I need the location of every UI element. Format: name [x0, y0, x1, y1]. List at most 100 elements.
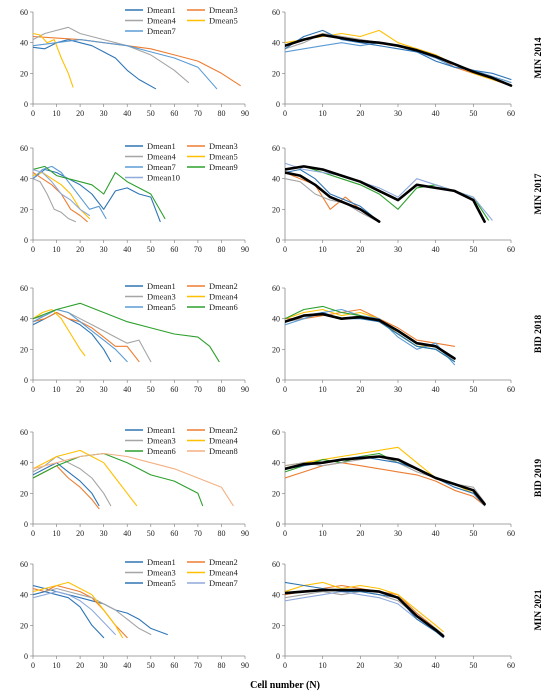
legend-entry-dmean1: Dmean1 [147, 281, 176, 291]
x-tick-label: 80 [217, 661, 225, 670]
x-tick-label: 90 [241, 385, 249, 394]
y-tick-label: 40 [20, 175, 28, 184]
legend-entry-dmean3: Dmean3 [147, 292, 176, 302]
series-line-dmean5 [33, 308, 128, 363]
x-tick-label: 30 [100, 245, 108, 254]
legend-entry-dmean3: Dmean3 [209, 141, 238, 151]
x-tick-label: 30 [100, 529, 108, 538]
x-tick-label: 70 [194, 109, 202, 118]
series-group [33, 581, 168, 639]
y-tick-label: 40 [20, 591, 28, 600]
x-tick-label: 0 [283, 661, 287, 670]
y-tick-label: 20 [20, 69, 28, 78]
y-tick-label: 0 [276, 100, 280, 109]
x-tick-label: 70 [194, 385, 202, 394]
x-tick-label: 10 [53, 529, 61, 538]
x-tick-label: 40 [123, 109, 131, 118]
x-tick-label: 40 [432, 385, 440, 394]
legend-entry-dmean2: Dmean2 [209, 557, 238, 567]
series-line-dmean8 [33, 452, 234, 507]
x-tick-label: 0 [31, 109, 35, 118]
series-line-dmean3 [33, 587, 152, 636]
y-tick-label: 0 [276, 520, 280, 529]
x-tick-label: 70 [194, 661, 202, 670]
series-line-dmean1 [33, 39, 157, 90]
y-tick-label: 0 [276, 236, 280, 245]
legend-entry-dmean5: Dmean5 [209, 152, 238, 162]
y-tick-label: 20 [272, 205, 280, 214]
y-tick-label: 0 [276, 652, 280, 661]
series-line-unnamed-2 [285, 591, 444, 636]
chart-panel-7: 0 20 40 60 0 10 20 30 40 50 60 [272, 428, 515, 538]
series-line-dmean4 [33, 308, 86, 357]
x-tick-label: 90 [241, 109, 249, 118]
y-tick-label: 60 [272, 560, 280, 569]
x-tick-label: 20 [356, 245, 364, 254]
row-label: BID 2019 [534, 459, 544, 498]
x-axis-title: Cell number (N) [250, 680, 320, 691]
x-tick-label: 70 [194, 245, 202, 254]
y-tick-label: 20 [272, 69, 280, 78]
chart-panel-9: 0 20 40 60 0 10 20 30 40 50 60 [272, 560, 515, 670]
legend-entry-dmean7: Dmean7 [147, 26, 176, 36]
y-tick-label: 60 [20, 8, 28, 17]
y-tick-label: 20 [20, 621, 28, 630]
y-tick-label: 40 [20, 39, 28, 48]
legend-entry-dmean2: Dmean2 [209, 425, 238, 435]
legend-entry-dmean5: Dmean5 [147, 578, 176, 588]
series-line-unnamed-5 [285, 171, 381, 223]
x-tick-label: 60 [507, 661, 515, 670]
y-tick-label: 60 [272, 284, 280, 293]
y-tick-label: 20 [272, 621, 280, 630]
x-tick-label: 0 [31, 245, 35, 254]
y-tick-label: 40 [272, 175, 280, 184]
y-tick-label: 20 [272, 489, 280, 498]
x-tick-label: 40 [432, 109, 440, 118]
legend-entry-dmean6: Dmean6 [147, 446, 176, 456]
x-tick-label: 80 [217, 529, 225, 538]
y-tick-label: 60 [20, 428, 28, 437]
chart-panel-5: 0 20 40 60 0 10 20 30 40 50 60 [272, 284, 515, 394]
series-line-dmean3 [33, 455, 112, 507]
series-line-dmean4 [33, 26, 190, 84]
legend-entry-dmean7: Dmean7 [209, 578, 238, 588]
legend-entry-dmean4: Dmean4 [147, 152, 177, 162]
series-line-unnamed-2 [285, 29, 512, 87]
legend-entry-dmean1: Dmean1 [147, 425, 176, 435]
series-line-unnamed-5 [285, 33, 513, 87]
series-line-dmean4 [33, 581, 124, 639]
x-tick-label: 10 [319, 385, 327, 394]
series-line-unnamed-6 [285, 165, 486, 223]
series-line-unnamed-1 [285, 581, 444, 633]
x-tick-label: 50 [147, 385, 155, 394]
series-line-dmean1 [33, 168, 161, 223]
x-tick-label: 40 [432, 529, 440, 538]
legend-entry-dmean10: Dmean10 [147, 173, 180, 183]
x-tick-label: 20 [76, 529, 84, 538]
x-tick-label: 40 [123, 385, 131, 394]
x-tick-label: 10 [53, 385, 61, 394]
x-tick-label: 20 [356, 529, 364, 538]
series-group [33, 449, 234, 510]
series-line-dmean5 [33, 171, 91, 220]
x-tick-label: 20 [76, 661, 84, 670]
x-tick-label: 50 [469, 385, 477, 394]
y-tick-label: 0 [24, 520, 28, 529]
x-tick-label: 0 [283, 109, 287, 118]
x-tick-label: 50 [469, 661, 477, 670]
series-line-dmean4 [33, 449, 138, 507]
x-tick-label: 20 [76, 245, 84, 254]
series-line-unnamed-4 [285, 29, 512, 81]
legend-entry-dmean4: Dmean4 [209, 436, 239, 446]
series-line-dmean7 [33, 591, 116, 636]
x-tick-label: 10 [319, 661, 327, 670]
series-line-unnamed-5 [285, 588, 445, 638]
series-line-unnamed-1 [285, 32, 512, 84]
legend-entry-dmean4: Dmean4 [209, 568, 239, 578]
row-label: BID 2018 [534, 315, 544, 354]
x-tick-label: 0 [283, 529, 287, 538]
legend-entry-dmean5: Dmean5 [209, 16, 238, 26]
